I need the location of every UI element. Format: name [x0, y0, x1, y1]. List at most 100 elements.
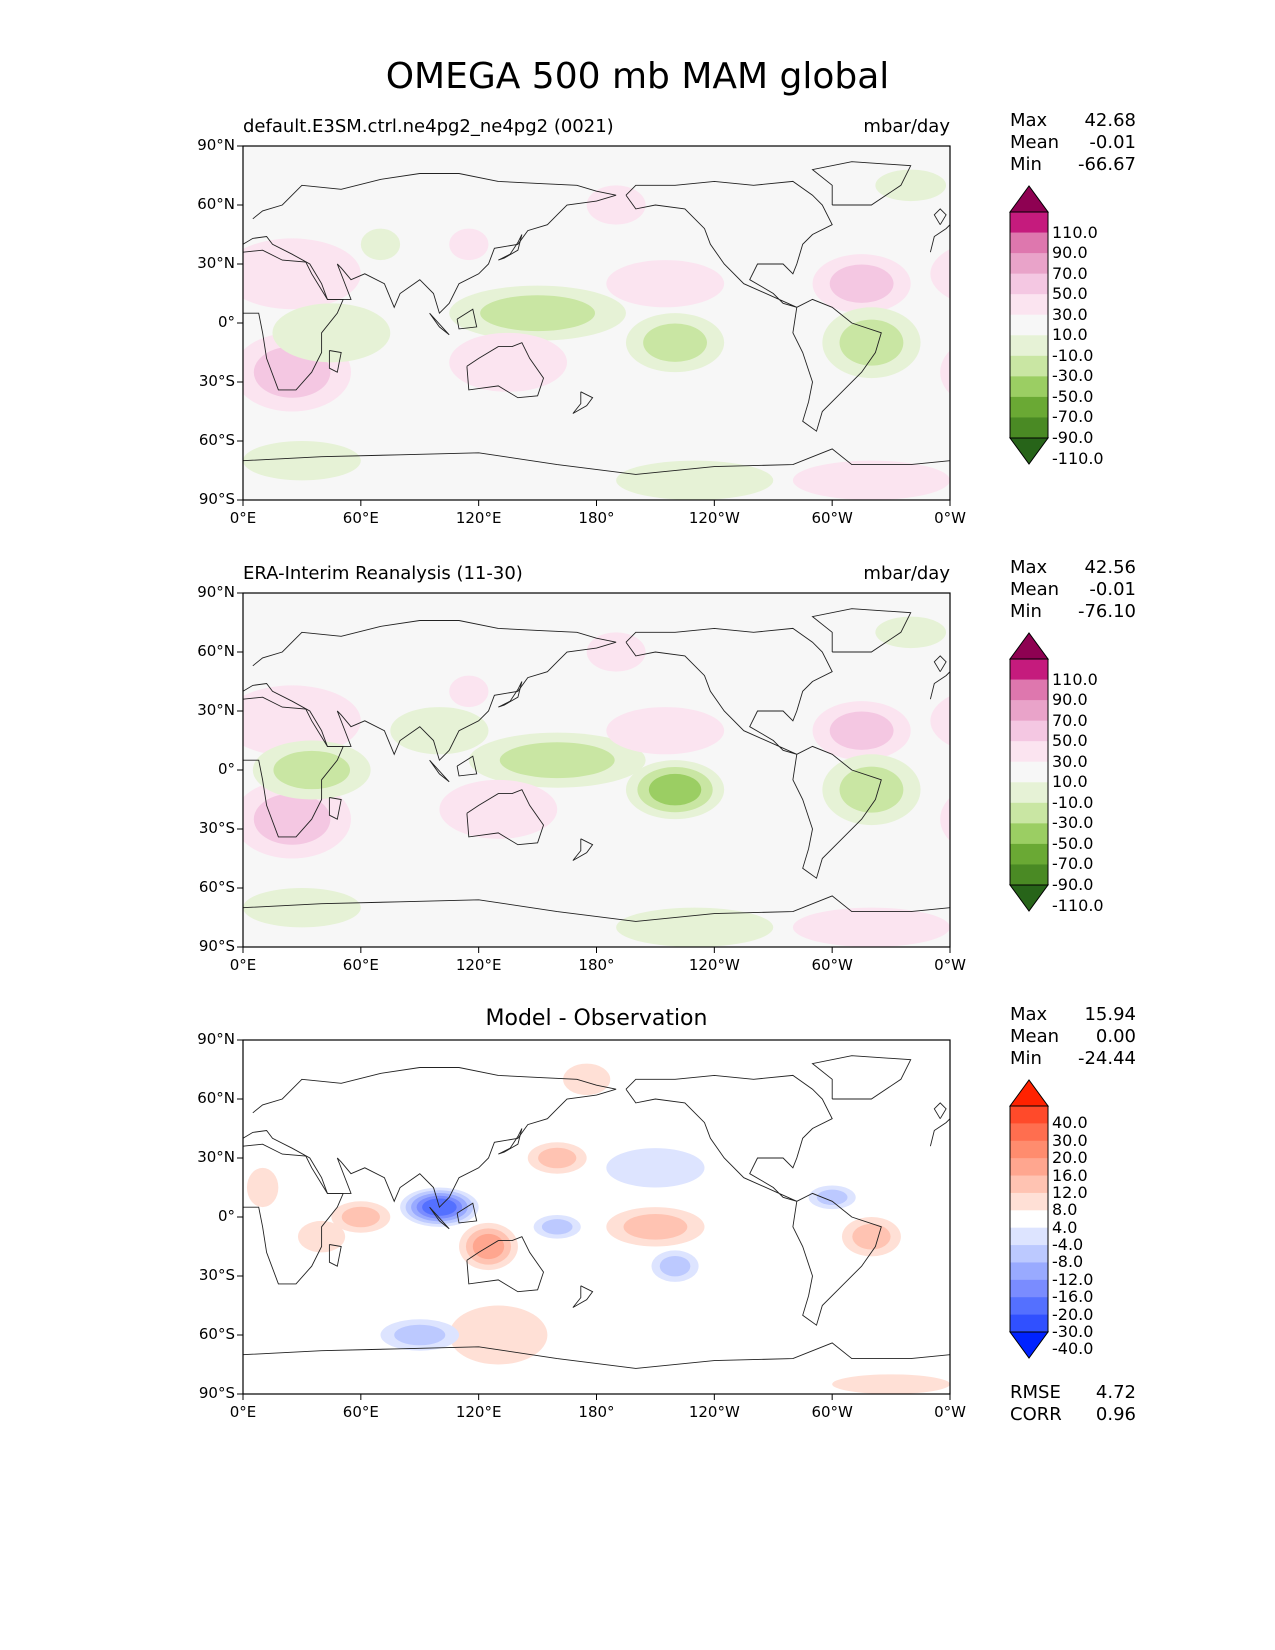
- model-contour-region: [449, 332, 568, 392]
- model-panel-title: default.E3SM.ctrl.ne4pg2_ne4pg2 (0021): [243, 116, 614, 137]
- obs-coastline: [572, 838, 594, 861]
- obs-lon-tick-label: 120°W: [688, 956, 740, 974]
- diff-contour-region: [816, 1189, 848, 1206]
- diff-colorbar-label: 4.0: [1052, 1217, 1078, 1237]
- obs-contour-region: [648, 773, 702, 806]
- obs-coastline: [328, 797, 342, 820]
- obs-colorbar-label: -30.0: [1052, 813, 1094, 833]
- model-colorbar-label: -50.0: [1052, 386, 1094, 406]
- model-lat-tick-label: 30°S: [198, 372, 235, 390]
- diff-map-background: [243, 1040, 950, 1394]
- page-title: OMEGA 500 mb MAM global: [385, 56, 890, 97]
- obs-lat-tick-label: 0°: [217, 760, 235, 778]
- diff-lon-tick-label: 60°E: [342, 1403, 379, 1421]
- obs-lat-tick-label: 60°S: [198, 878, 235, 896]
- obs-contour-region: [875, 616, 947, 649]
- obs-units-label: mbar/day: [863, 563, 950, 584]
- diff-panel-title: Model - Observation: [485, 1006, 708, 1031]
- model-coastline: [933, 208, 947, 225]
- diff-stat-row: Mean 0.00: [1010, 1026, 1136, 1047]
- diff-contour-region: [538, 1147, 577, 1169]
- model-contour-region: [839, 319, 904, 366]
- model-coastline: [572, 391, 594, 414]
- diff-coastline: [792, 1192, 882, 1326]
- diff-contour-region: [527, 1142, 587, 1174]
- model-coastline: [792, 298, 882, 432]
- obs-contour-region: [822, 754, 921, 826]
- model-coastline: [243, 173, 617, 315]
- obs-contour-region: [839, 766, 904, 813]
- obs-lat-tick-label: 30°S: [198, 819, 235, 837]
- diff-contour-region: [394, 1324, 446, 1346]
- model-lon-tick-label: 120°E: [455, 509, 502, 527]
- diff-contour-region: [841, 1217, 901, 1257]
- diff-coastline: [243, 1143, 344, 1285]
- obs-contour-region: [243, 888, 361, 928]
- model-coastline: [328, 350, 342, 373]
- model-contour-region: [243, 441, 361, 481]
- obs-coastline: [466, 789, 544, 846]
- diff-contour-region: [659, 1255, 691, 1277]
- diff-map-frame: [242, 1039, 951, 1395]
- obs-coastline: [429, 759, 450, 783]
- model-contour-region: [449, 285, 626, 341]
- obs-lon-tick-label: 60°W: [811, 956, 853, 974]
- obs-lat-tick-label: 90°N: [197, 583, 235, 601]
- obs-coastline: [498, 681, 523, 708]
- diff-contour-region: [380, 1319, 460, 1351]
- obs-colorbar-label: 10.0: [1052, 772, 1088, 792]
- obs-colorbar-label: -70.0: [1052, 854, 1094, 874]
- diff-lon-tick-label: 60°W: [811, 1403, 853, 1421]
- model-stat-row: Mean -0.01: [1010, 132, 1136, 153]
- model-colorbar-label: -30.0: [1052, 366, 1094, 386]
- model-coastline: [456, 308, 478, 330]
- model-lon-tick-label: 180°: [578, 509, 615, 527]
- model-contour-region: [272, 303, 391, 363]
- diff-lat-tick-label: 90°N: [197, 1030, 235, 1048]
- diff-colorbar-label: -4.0: [1052, 1235, 1084, 1255]
- diff-contour-region: [449, 1305, 548, 1365]
- diff-contour-region: [832, 1374, 950, 1394]
- model-contour-region: [812, 254, 911, 314]
- diff-coastline: [625, 1074, 833, 1202]
- diff-coastline: [466, 1236, 544, 1293]
- obs-coastline: [933, 655, 947, 672]
- diff-lon-tick-label: 0°E: [229, 1403, 257, 1421]
- obs-contour-region: [253, 793, 331, 845]
- diff-lat-tick-label: 30°S: [198, 1266, 235, 1284]
- model-colorbar-label: 70.0: [1052, 263, 1088, 283]
- model-contour-region: [792, 460, 950, 500]
- diff-colorbar-label: 40.0: [1052, 1113, 1088, 1133]
- obs-lat-tick-label: 60°N: [197, 642, 235, 660]
- obs-coastline: [929, 671, 950, 700]
- model-coastline: [243, 448, 950, 475]
- obs-stat-row: Mean -0.01: [1010, 579, 1136, 600]
- diff-contour-region: [651, 1250, 699, 1282]
- obs-contour-region: [792, 907, 950, 947]
- model-stat-row: Max 42.68: [1010, 110, 1136, 131]
- model-coastline: [429, 312, 450, 336]
- diff-lon-tick-label: 120°E: [455, 1403, 502, 1421]
- diff-contour-region: [341, 1206, 380, 1228]
- model-colorbar-label: -90.0: [1052, 428, 1094, 447]
- model-colorbar-label: 110.0: [1052, 222, 1098, 242]
- diff-contour-region: [472, 1233, 505, 1260]
- diff-contour-region: [297, 1220, 346, 1253]
- diff-contour-region: [563, 1063, 611, 1096]
- diff-coastline: [456, 1202, 478, 1224]
- diff-colorbar-label: -8.0: [1052, 1252, 1084, 1272]
- model-contour-region: [822, 307, 921, 379]
- model-contour-region: [243, 332, 351, 412]
- model-coastline: [243, 249, 344, 391]
- model-contour-region: [480, 295, 596, 332]
- obs-colorbar-label: 50.0: [1052, 731, 1088, 751]
- diff-colorbar-label: -20.0: [1052, 1304, 1094, 1324]
- model-contour-region: [586, 185, 646, 225]
- diff-stat-row: Min -24.44: [1010, 1048, 1136, 1069]
- obs-map-background: [243, 593, 950, 947]
- obs-stat-row: Max 42.56: [1010, 557, 1136, 578]
- obs-colorbar-label: -110.0: [1052, 895, 1104, 915]
- diff-colorbar-label: 20.0: [1052, 1148, 1088, 1168]
- diff-lat-tick-label: 30°N: [197, 1148, 235, 1166]
- model-coastline: [811, 161, 912, 206]
